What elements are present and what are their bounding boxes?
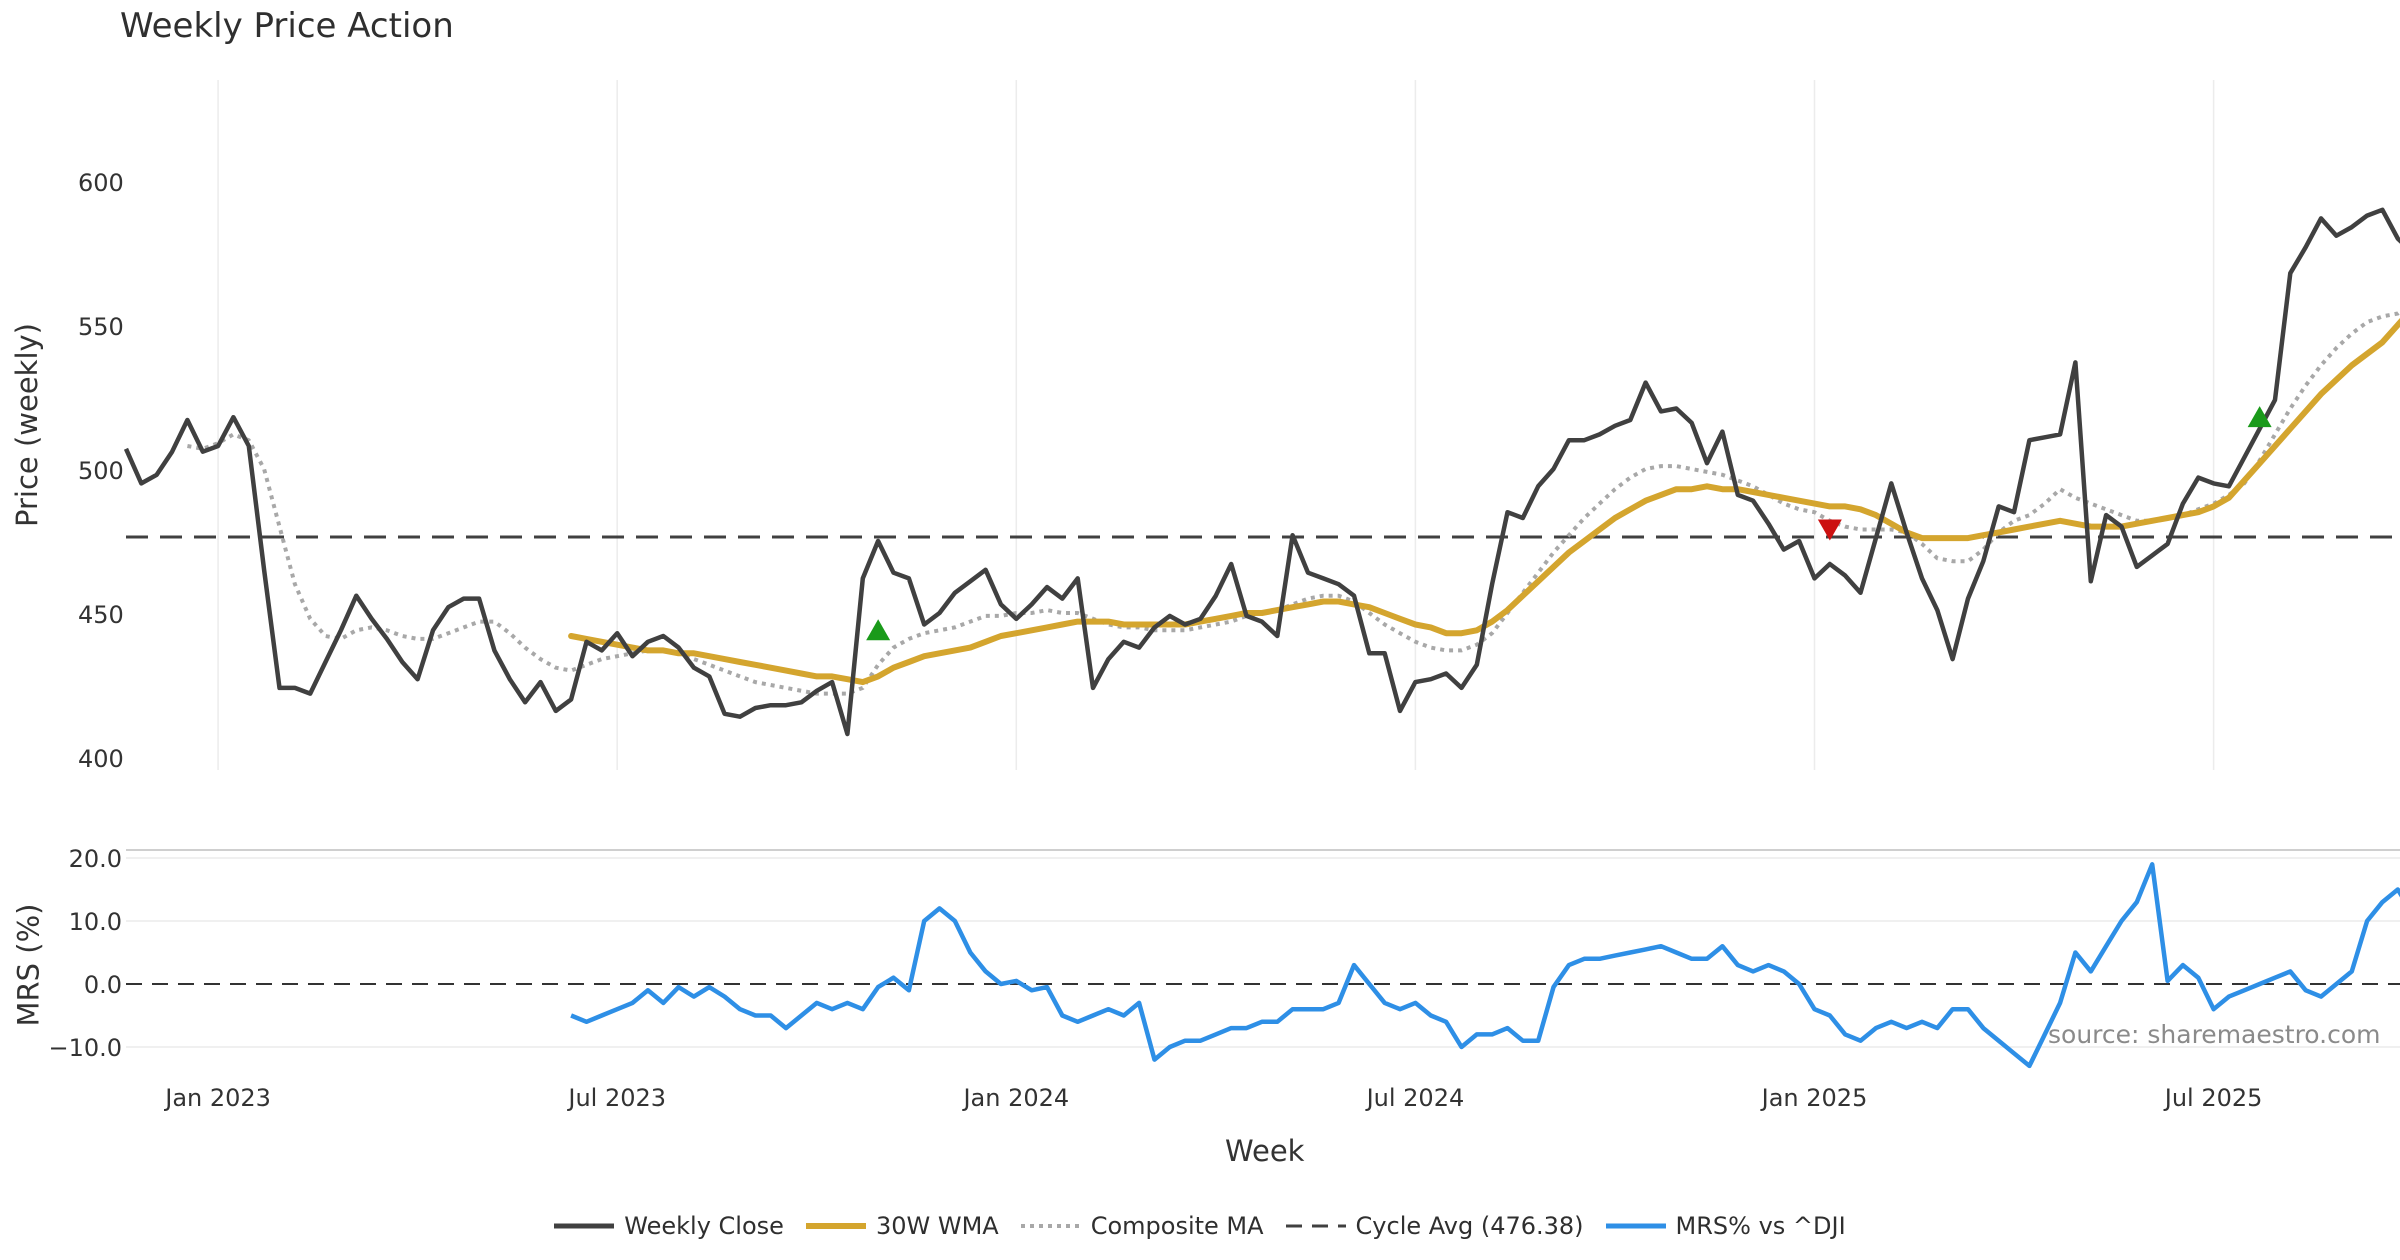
weekly-close-line — [123, 207, 2400, 737]
legend-label: Composite MA — [1090, 1212, 1264, 1240]
legend-swatch-mrs — [1605, 1223, 1666, 1229]
legend: Weekly Close 30W WMA Composite MA Cycle … — [0, 1212, 2400, 1240]
price-y-tick: 550 — [78, 313, 124, 341]
legend-swatch-composite-ma — [1020, 1224, 1081, 1228]
chart-title: Weekly Price Action — [120, 6, 454, 46]
mrs-line — [570, 862, 2400, 1069]
buy-signal-marker — [2247, 406, 2272, 428]
x-tick-label: Jan 2024 — [961, 1084, 1069, 1112]
price-y-tick: 450 — [78, 601, 124, 629]
legend-item-30w-wma: 30W WMA — [805, 1212, 999, 1240]
mrs-y-tick: 0.0 — [84, 971, 122, 999]
legend-item-mrs: MRS% vs ^DJI — [1605, 1212, 1846, 1240]
price-y-tick: 500 — [78, 457, 124, 485]
legend-item-composite-ma: Composite MA — [1020, 1212, 1264, 1240]
price-y-tick: 600 — [78, 169, 124, 197]
x-tick-label: Jul 2024 — [1365, 1084, 1465, 1112]
sell-signal-marker — [1817, 519, 1842, 541]
x-tick-label: Jul 2025 — [2163, 1084, 2263, 1112]
wma-30w-line — [568, 318, 2400, 686]
x-axis-label: Week — [1225, 1134, 1305, 1168]
source-text: source: sharemaestro.com — [2048, 1020, 2381, 1049]
x-tick-label: Jan 2025 — [1760, 1084, 1868, 1112]
mrs-y-tick: −10.0 — [48, 1034, 122, 1062]
legend-label: MRS% vs ^DJI — [1675, 1212, 1846, 1240]
x-tick-label: Jan 2023 — [163, 1084, 271, 1112]
buy-signal-marker — [866, 619, 891, 641]
legend-label: 30W WMA — [875, 1212, 999, 1240]
price-y-tick: 400 — [78, 745, 124, 773]
legend-label: Weekly Close — [624, 1212, 784, 1240]
legend-swatch-cycle-avg — [1285, 1224, 1346, 1228]
legend-swatch-weekly-close — [554, 1223, 615, 1229]
composite-ma-line — [187, 309, 2400, 696]
x-tick-label: Jul 2023 — [566, 1084, 666, 1112]
legend-item-cycle-avg: Cycle Avg (476.38) — [1285, 1212, 1584, 1240]
legend-item-weekly-close: Weekly Close — [554, 1212, 784, 1240]
legend-swatch-30w-wma — [805, 1223, 866, 1229]
mrs-y-tick: 10.0 — [69, 908, 122, 936]
legend-label: Cycle Avg (476.38) — [1355, 1212, 1584, 1240]
mrs-y-tick: 20.0 — [69, 845, 122, 873]
